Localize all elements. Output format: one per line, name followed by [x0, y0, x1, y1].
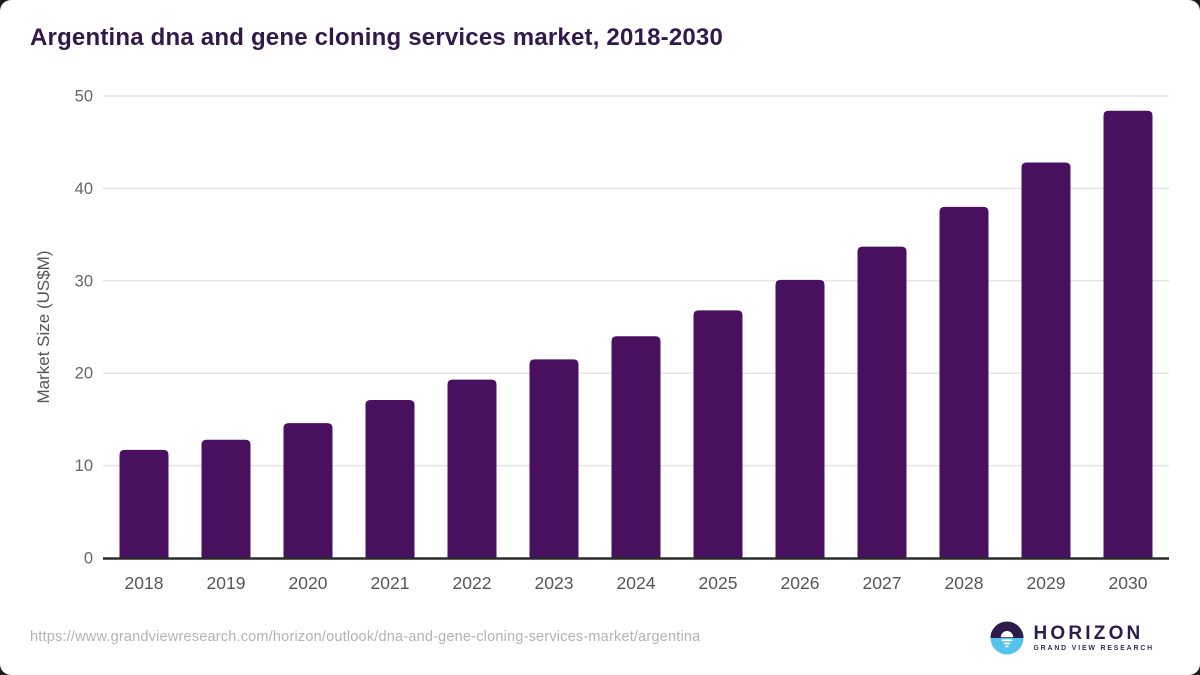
x-category-label-2023: 2023 [535, 573, 574, 593]
x-category-label-2030: 2030 [1109, 573, 1148, 593]
horizon-logo: HORIZON GRAND VIEW RESEARCH [990, 621, 1154, 655]
y-tick-label-30: 30 [75, 272, 93, 290]
y-tick-label-10: 10 [75, 457, 93, 475]
x-category-label-2026: 2026 [781, 573, 820, 593]
horizon-logo-text: HORIZON GRAND VIEW RESEARCH [1033, 622, 1154, 653]
x-category-label-2028: 2028 [945, 573, 984, 593]
y-tick-label-0: 0 [84, 550, 93, 568]
y-tick-label-50: 50 [75, 88, 93, 106]
horizon-sun-icon [990, 621, 1024, 655]
x-category-label-2022: 2022 [453, 573, 492, 593]
bar-2023 [529, 359, 579, 558]
bar-2022 [447, 379, 497, 558]
y-tick-label-40: 40 [75, 180, 93, 198]
x-category-label-2029: 2029 [1027, 573, 1066, 593]
x-category-label-2018: 2018 [125, 573, 164, 593]
bar-2030 [1103, 110, 1153, 558]
x-category-label-2025: 2025 [699, 573, 738, 593]
bar-2021 [365, 399, 415, 558]
bar-2029 [1021, 162, 1071, 558]
x-category-label-2027: 2027 [863, 573, 902, 593]
bar-2025 [693, 310, 743, 558]
bar-2018 [119, 449, 169, 558]
bar-2019 [201, 439, 251, 558]
bar-2020 [283, 423, 333, 558]
x-category-label-2020: 2020 [289, 573, 328, 593]
source-url: https://www.grandviewresearch.com/horizo… [30, 629, 701, 645]
bar-2026 [775, 279, 825, 558]
logo-brand: HORIZON [1033, 622, 1144, 644]
chart-title: Argentina dna and gene cloning services … [30, 24, 724, 51]
x-category-label-2024: 2024 [617, 573, 656, 593]
x-category-label-2021: 2021 [371, 573, 410, 593]
logo-sub-brand: GRAND VIEW RESEARCH [1033, 645, 1154, 653]
bar-2027 [857, 246, 907, 558]
x-category-label-2019: 2019 [207, 573, 246, 593]
y-tick-label-20: 20 [75, 365, 93, 383]
bar-2024 [611, 336, 661, 558]
bar-2028 [939, 206, 989, 558]
